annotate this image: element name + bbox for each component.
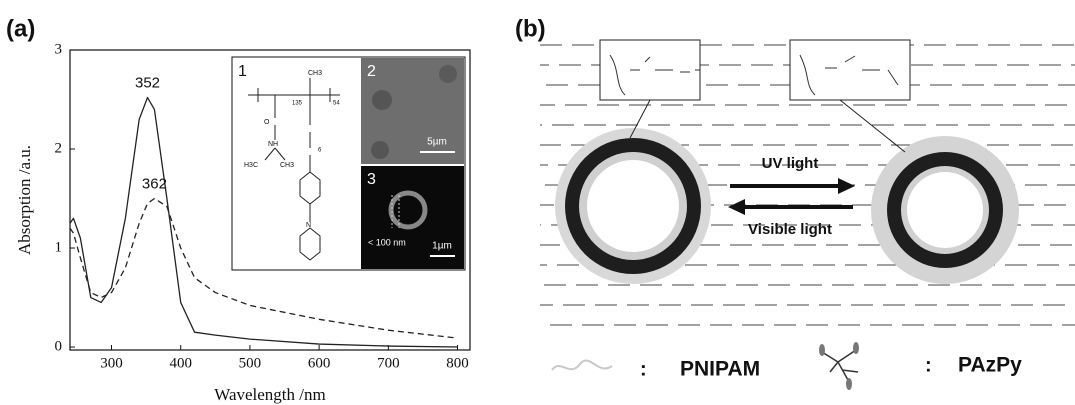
figure: (a) Absorption /a.u. Wavelength /nm 300 4… [0, 0, 1075, 405]
arrow-label: UV light [762, 155, 819, 172]
scale-label: 5µm [427, 137, 447, 148]
arrow-label: Visible light [748, 221, 832, 238]
vesicle [372, 90, 392, 110]
y-tick-label: 0 [55, 338, 63, 354]
inset-label: 2 [367, 63, 376, 80]
legend-colon: : [640, 358, 647, 380]
arrow-head [838, 178, 855, 194]
y-tick-label: 3 [55, 41, 63, 57]
y-axis-label: Absorption /a.u. [15, 145, 34, 255]
inset-label: 3 [367, 171, 376, 188]
molecule-box [790, 40, 910, 100]
lumen [587, 160, 679, 252]
atom: CH3 [280, 162, 294, 169]
y-tick-label: 2 [55, 140, 63, 156]
arrow-head [728, 199, 745, 215]
x-tick-label: 600 [308, 355, 331, 371]
panel-label: (b) [515, 15, 546, 42]
thickness-label: < 100 nm [368, 237, 406, 247]
lumen [907, 172, 983, 248]
micrograph [361, 166, 464, 269]
annotation: 352 [135, 74, 160, 91]
atom: H3C [244, 162, 258, 169]
x-tick-label: 500 [239, 355, 262, 371]
subscript: 135 [292, 101, 303, 107]
vesicle [439, 65, 457, 83]
legend-label: PNIPAM [680, 358, 760, 381]
legend-colon: : [925, 354, 932, 376]
molecule-box [600, 40, 700, 100]
x-tick-label: 700 [377, 355, 400, 371]
panel-label: (a) [6, 15, 35, 42]
x-axis-label: Wavelength /nm [214, 385, 325, 404]
legend-symbol [853, 342, 859, 354]
inset-label: 1 [238, 63, 247, 80]
inset: 1 2 3 5µm 1µm < 100 nm CH3 135 54 O NH H… [232, 57, 465, 270]
x-tick-label: 300 [100, 355, 123, 371]
x-tick-label: 800 [446, 355, 469, 371]
x-tick-label: 400 [169, 355, 192, 371]
subscript: 54 [333, 101, 340, 107]
vesicle [371, 141, 389, 159]
y-tick-label: 1 [55, 239, 63, 255]
atom: CH3 [308, 70, 322, 77]
legend-symbol [552, 361, 612, 370]
atom: O [264, 119, 270, 126]
scale-label: 1µm [432, 241, 452, 252]
legend-symbol [822, 350, 858, 380]
atom: N [306, 222, 311, 229]
vesicle-diagram: UV light Visible light : PNIPAM : PAzPy [552, 40, 1022, 390]
legend-symbol [819, 344, 825, 356]
atom: NH [268, 141, 278, 148]
legend-symbol [846, 378, 852, 390]
annotation: 362 [142, 175, 167, 192]
pointer [840, 100, 905, 152]
legend-label: PAzPy [958, 354, 1022, 377]
